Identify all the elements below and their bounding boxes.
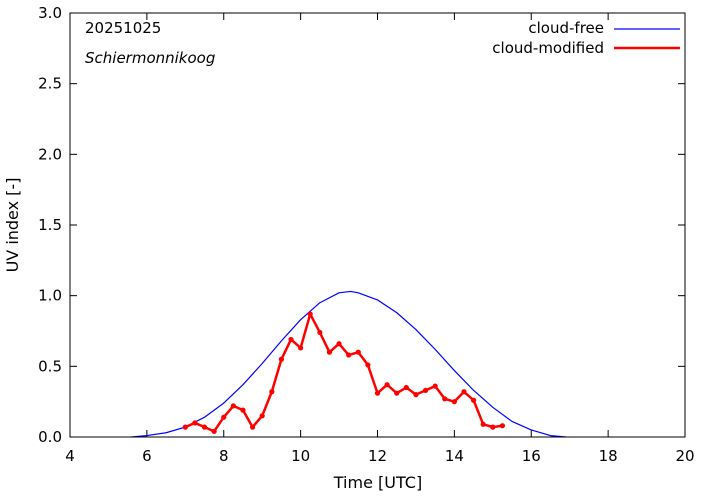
data-point-cloud-modified <box>192 420 198 426</box>
data-point-cloud-modified <box>451 399 457 405</box>
data-point-cloud-modified <box>269 389 275 395</box>
data-point-cloud-modified <box>230 403 236 409</box>
legend-label-cloud-free: cloud-free <box>528 19 604 37</box>
data-point-cloud-modified <box>317 329 323 336</box>
data-point-cloud-modified <box>278 356 285 362</box>
data-point-cloud-modified <box>432 383 438 389</box>
y-axis-title: UV index [-] <box>3 178 22 273</box>
data-point-cloud-modified <box>374 390 381 396</box>
series-line-cloud-free <box>131 290 566 438</box>
y-tick-label: 1.0 <box>38 287 62 305</box>
legend-label-cloud-modified: cloud-modified <box>492 39 604 57</box>
legend: cloud-free cloud-modified <box>492 19 680 57</box>
data-point-cloud-modified <box>499 423 506 429</box>
data-point-cloud-modified <box>365 362 371 368</box>
data-point-cloud-modified <box>326 349 333 355</box>
series-line-cloud-modified <box>184 312 503 433</box>
data-point-cloud-modified <box>259 413 265 419</box>
y-tick-label: 0.0 <box>38 428 62 446</box>
y-tick-label: 2.5 <box>38 75 62 93</box>
y-tick-label: 0.5 <box>38 357 62 375</box>
data-point-cloud-modified <box>346 352 352 358</box>
data-point-cloud-modified <box>490 424 496 430</box>
x-axis: 4 6 8 10 12 14 16 18 20 <box>65 13 695 465</box>
data-point-cloud-modified <box>336 341 342 347</box>
data-point-cloud-modified <box>249 424 256 430</box>
data-point-cloud-modified <box>221 414 227 420</box>
plot-frame <box>69 12 686 438</box>
data-point-cloud-modified <box>298 345 304 351</box>
x-tick-label: 4 <box>65 447 75 465</box>
data-point-cloud-modified <box>442 396 448 402</box>
data-point-cloud-modified <box>211 428 217 434</box>
x-tick-label: 8 <box>219 447 229 465</box>
x-tick-label: 16 <box>522 447 541 465</box>
data-point-cloud-modified <box>288 336 294 343</box>
x-tick-label: 6 <box>142 447 152 465</box>
y-axis: 0.0 0.5 1.0 1.5 2.0 2.5 3.0 <box>38 4 685 446</box>
annotation-location: Schiermonnikoog <box>85 49 215 67</box>
data-point-cloud-modified <box>355 349 361 355</box>
data-point-cloud-modified <box>182 424 188 430</box>
y-tick-label: 1.5 <box>38 216 62 234</box>
x-axis-title: Time [UTC] <box>333 473 422 492</box>
data-point-cloud-modified <box>307 311 313 317</box>
y-tick-label: 3.0 <box>38 4 62 22</box>
data-point-cloud-modified <box>461 389 467 395</box>
x-tick-label: 14 <box>445 447 464 465</box>
y-tick-label: 2.0 <box>38 145 62 163</box>
data-point-cloud-modified <box>240 407 246 413</box>
x-tick-label: 10 <box>291 447 310 465</box>
annotation-date: 20251025 <box>85 19 161 37</box>
data-point-cloud-modified <box>384 382 390 388</box>
data-point-cloud-modified <box>403 384 409 391</box>
data-point-cloud-modified <box>422 387 429 393</box>
data-point-cloud-modified <box>201 424 208 430</box>
data-point-cloud-modified <box>413 392 419 398</box>
x-tick-label: 20 <box>675 447 694 465</box>
x-tick-label: 18 <box>599 447 618 465</box>
data-point-cloud-modified <box>480 421 486 427</box>
x-tick-label: 12 <box>368 447 387 465</box>
series-layer <box>131 290 566 438</box>
data-point-cloud-modified <box>394 390 400 396</box>
data-point-cloud-modified <box>470 397 477 403</box>
